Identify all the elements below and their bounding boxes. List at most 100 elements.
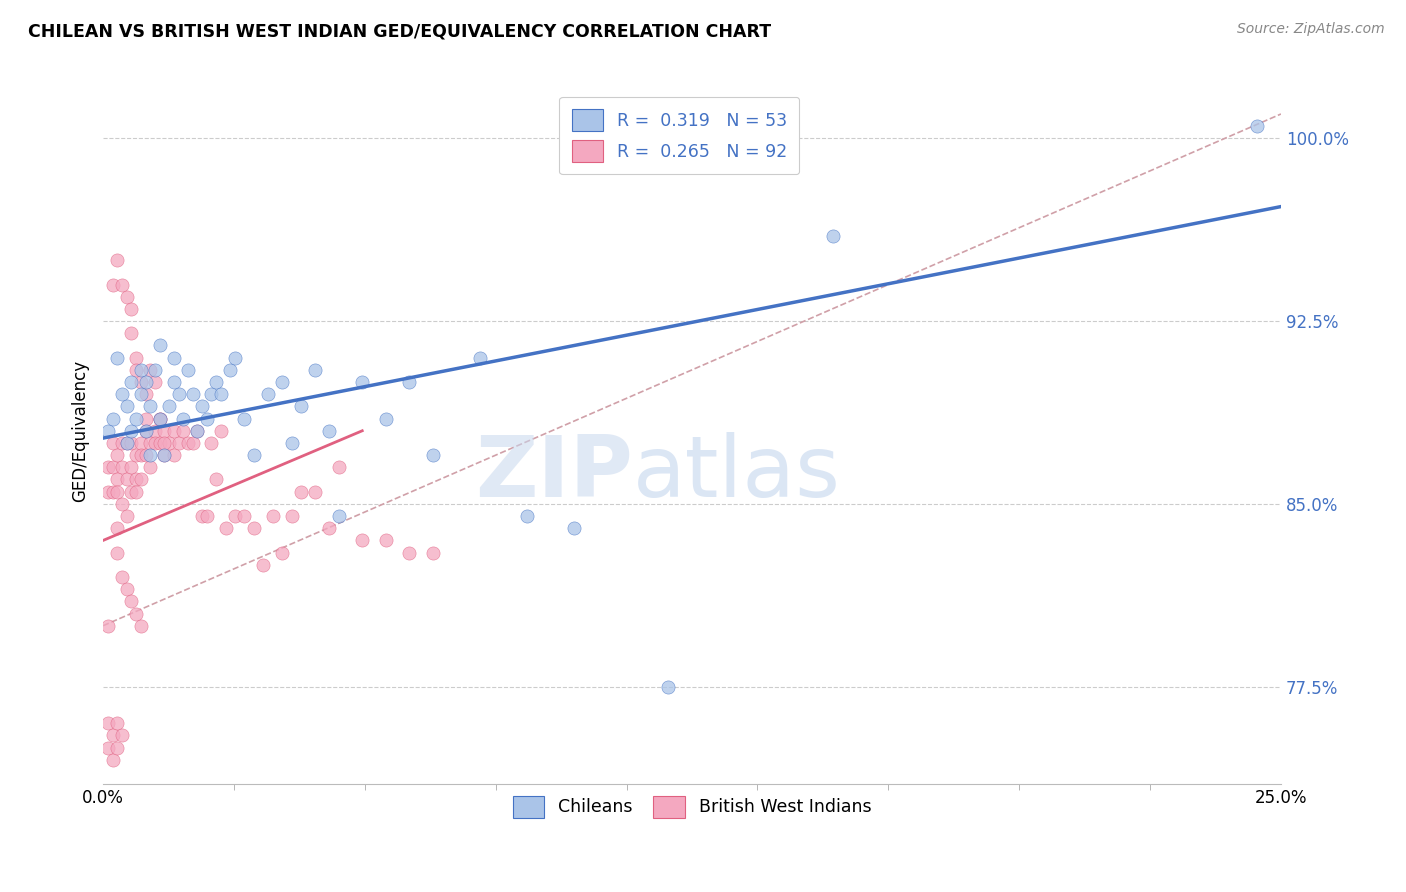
Point — [280, 436, 302, 450]
Point — [304, 484, 326, 499]
Point — [111, 277, 134, 292]
Y-axis label: GED/Equivalency: GED/Equivalency — [72, 359, 89, 502]
Point — [257, 387, 280, 401]
Point — [252, 558, 274, 572]
Point — [318, 521, 340, 535]
Point — [105, 484, 128, 499]
Point — [195, 509, 218, 524]
Point — [115, 473, 138, 487]
Point — [105, 716, 128, 731]
Point — [111, 570, 134, 584]
Point — [101, 484, 124, 499]
Point — [111, 460, 134, 475]
Point — [135, 448, 157, 462]
Point — [129, 375, 152, 389]
Point — [191, 509, 214, 524]
Point — [139, 448, 162, 462]
Point — [115, 582, 138, 596]
Point — [120, 460, 142, 475]
Point — [398, 546, 420, 560]
Point — [139, 363, 162, 377]
Point — [280, 509, 302, 524]
Point — [129, 618, 152, 632]
Point — [422, 448, 444, 462]
Point — [233, 411, 256, 425]
Point — [214, 521, 236, 535]
Point — [143, 363, 166, 377]
Point — [111, 497, 134, 511]
Point — [139, 436, 162, 450]
Point — [101, 753, 124, 767]
Point — [115, 290, 138, 304]
Point — [422, 546, 444, 560]
Point — [135, 424, 157, 438]
Point — [115, 400, 138, 414]
Point — [157, 436, 180, 450]
Point — [153, 424, 176, 438]
Point — [1246, 119, 1268, 133]
Point — [209, 424, 232, 438]
Point — [139, 400, 162, 414]
Point — [167, 387, 190, 401]
Point — [125, 607, 148, 621]
Point — [468, 351, 491, 365]
Point — [163, 375, 186, 389]
Point — [352, 375, 374, 389]
Point — [271, 375, 294, 389]
Point — [135, 375, 157, 389]
Point — [120, 594, 142, 608]
Point — [120, 375, 142, 389]
Point — [290, 484, 312, 499]
Point — [181, 436, 204, 450]
Point — [153, 448, 176, 462]
Point — [177, 363, 200, 377]
Point — [200, 436, 222, 450]
Point — [205, 473, 228, 487]
Point — [111, 387, 134, 401]
Point — [398, 375, 420, 389]
Text: atlas: atlas — [633, 432, 841, 515]
Text: ZIP: ZIP — [475, 432, 633, 515]
Text: Source: ZipAtlas.com: Source: ZipAtlas.com — [1237, 22, 1385, 37]
Point — [105, 473, 128, 487]
Point — [516, 509, 538, 524]
Point — [129, 363, 152, 377]
Point — [374, 411, 396, 425]
Point — [120, 424, 142, 438]
Point — [224, 351, 246, 365]
Point — [149, 411, 172, 425]
Point — [167, 436, 190, 450]
Point — [120, 326, 142, 341]
Point — [120, 301, 142, 316]
Point — [101, 277, 124, 292]
Point — [219, 363, 242, 377]
Point — [271, 546, 294, 560]
Point — [97, 740, 120, 755]
Point — [143, 436, 166, 450]
Point — [200, 387, 222, 401]
Point — [125, 363, 148, 377]
Point — [129, 448, 152, 462]
Point — [135, 387, 157, 401]
Point — [97, 484, 120, 499]
Point — [186, 424, 208, 438]
Point — [153, 436, 176, 450]
Point — [97, 460, 120, 475]
Point — [149, 436, 172, 450]
Point — [97, 618, 120, 632]
Point — [153, 448, 176, 462]
Point — [135, 424, 157, 438]
Point — [233, 509, 256, 524]
Point — [163, 448, 186, 462]
Point — [328, 460, 350, 475]
Point — [143, 424, 166, 438]
Point — [562, 521, 585, 535]
Point — [163, 351, 186, 365]
Point — [101, 460, 124, 475]
Point — [105, 351, 128, 365]
Legend: Chileans, British West Indians: Chileans, British West Indians — [506, 789, 879, 825]
Point — [115, 509, 138, 524]
Point — [125, 484, 148, 499]
Point — [186, 424, 208, 438]
Point — [191, 400, 214, 414]
